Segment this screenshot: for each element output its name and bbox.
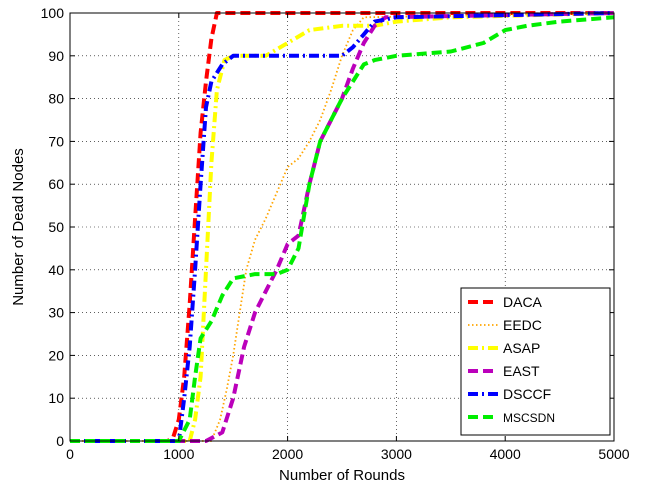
series-layer	[70, 11, 615, 443]
y-tick-label: 70	[48, 133, 64, 149]
x-axis-title: Number of Rounds	[279, 467, 405, 484]
legend-label-east: EAST	[503, 363, 540, 379]
y-tick-label: 20	[48, 347, 64, 363]
ticks	[69, 12, 615, 442]
legend-box	[460, 287, 611, 436]
legend: DACA EEDC ASAP EAST DSCCF MSCSDN	[460, 287, 611, 436]
series-line-dsccf	[70, 11, 615, 443]
y-tick-label: 30	[48, 305, 64, 321]
legend-label-eedc: EEDC	[503, 317, 542, 333]
x-tick-label: 2000	[272, 446, 303, 462]
series-line-mscsdn	[70, 15, 615, 443]
x-tick-label: 0	[66, 446, 74, 462]
y-tick-label: 50	[48, 219, 64, 235]
legend-label-daca: DACA	[503, 294, 543, 310]
y-tick-label: 90	[48, 48, 64, 64]
y-tick-label: 100	[41, 5, 65, 21]
series-line-asap	[70, 11, 615, 443]
series-line-east	[70, 11, 615, 443]
y-tick-label: 0	[56, 433, 64, 449]
y-axis-title: Number of Dead Nodes	[10, 148, 27, 306]
x-tick-label: 1000	[163, 446, 194, 462]
y-tick-label: 60	[48, 176, 64, 192]
x-tick-label: 5000	[598, 446, 629, 462]
y-tick-label: 80	[48, 91, 64, 107]
legend-label-dsccf: DSCCF	[503, 386, 551, 402]
legend-label-mscsdn: MSCSDN	[503, 411, 555, 425]
x-tick-label: 3000	[381, 446, 412, 462]
legend-label-asap: ASAP	[503, 340, 540, 356]
y-tick-label: 40	[48, 262, 64, 278]
x-tick-label: 4000	[490, 446, 521, 462]
y-tick-label: 10	[48, 390, 64, 406]
tick-labels: 0 1000 2000 3000 4000 5000 0 10 20 30 40 50 60 70 80 90…	[41, 5, 630, 462]
